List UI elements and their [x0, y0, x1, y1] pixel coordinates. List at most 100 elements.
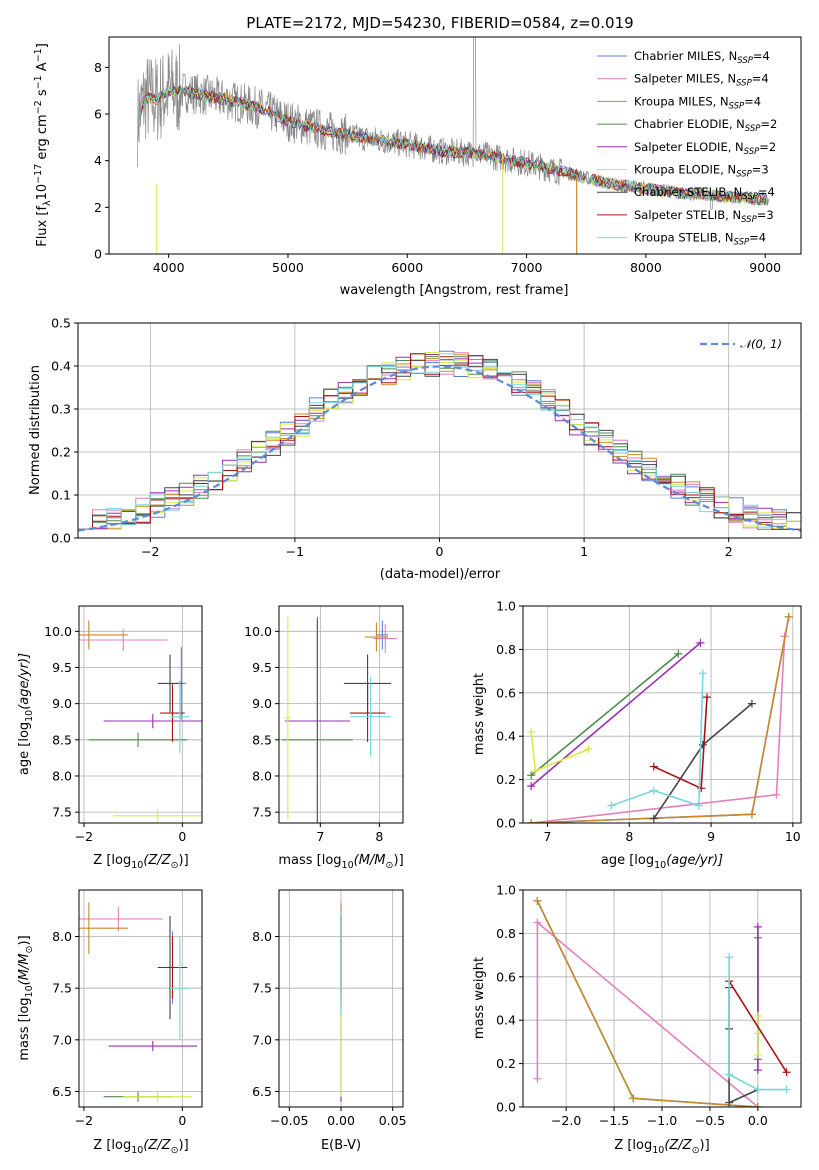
weight-line [530, 642, 701, 787]
plot-area [79, 902, 198, 1102]
normal-distribution-curve [78, 365, 801, 532]
y-axis-label: Flux [fλ10−17 erg cm−2 s−1 A−1] [33, 43, 53, 247]
y-tick-label: 6.5 [252, 1084, 272, 1099]
weight-marker [694, 801, 703, 810]
x-axis-label: Z [log10(Z/Z⊙)] [614, 1138, 709, 1156]
histogram-salpeter-stelib [78, 353, 801, 530]
weight-marker [753, 1066, 762, 1075]
x-tick-label: 0 [436, 544, 444, 559]
weight-marker [772, 790, 781, 799]
plot-area [527, 612, 793, 823]
y-tick-label: 8.0 [52, 929, 72, 944]
x-tick-label: 5000 [272, 260, 304, 275]
x-axis-label: E(B-V) [321, 1138, 361, 1153]
y-axis-label: mass weight [472, 673, 487, 755]
x-tick-label: −2 [75, 1113, 93, 1128]
weight-marker [725, 953, 734, 962]
axes-frame [522, 605, 802, 824]
axes-frame [108, 36, 802, 255]
y-tick-label: 8.0 [252, 929, 272, 944]
x-tick-label: 4000 [153, 260, 185, 275]
x-tick-label: 7 [316, 829, 324, 844]
y-tick-label: 7.5 [52, 981, 72, 996]
axes-frame [278, 605, 404, 824]
panel-mass_vs_ebv: −0.05 0.00 0.05 6.5 7.0 7.5 8.0 E(B-V) [252, 889, 407, 1153]
weight-marker [533, 896, 542, 905]
y-tick-label: 4 [94, 153, 102, 168]
x-tick-label: 8 [375, 829, 383, 844]
y-tick-label: 0.6 [496, 969, 516, 984]
y-axis-label: age [log10(age/yr)] [17, 653, 35, 775]
weight-marker [702, 693, 711, 702]
x-tick-label: 1 [580, 544, 588, 559]
weight-marker [696, 638, 705, 647]
weight-marker [527, 782, 536, 791]
y-tick-label: 0.0 [496, 816, 516, 831]
y-tick-label: 2 [94, 200, 102, 215]
weight-marker [753, 1085, 762, 1094]
x-axis-label: Z [log10(Z/Z⊙)] [93, 1138, 188, 1156]
x-tick-label: 0.00 [327, 1113, 355, 1128]
weight-marker [533, 918, 542, 927]
weight-marker [533, 1074, 542, 1083]
x-tick-label: 0 [178, 829, 186, 844]
y-tick-label: 8.5 [252, 732, 272, 747]
x-axis-label: wavelength [Angstrom, rest frame] [340, 283, 569, 298]
weight-marker [674, 649, 683, 658]
x-tick-label: 7 [544, 829, 552, 844]
y-tick-label: 8.0 [52, 768, 72, 783]
weight-marker [782, 1068, 791, 1077]
y-tick-label: 0.0 [496, 1100, 516, 1115]
weight-marker [782, 1085, 791, 1094]
observed-spectrum [137, 37, 769, 210]
x-tick-label: −0.05 [270, 1113, 308, 1128]
x-tick-label: −2.0 [551, 1113, 581, 1128]
weight-marker [527, 771, 536, 780]
weight-marker [531, 766, 540, 775]
weight-marker [784, 612, 793, 621]
weight-marker [753, 1050, 762, 1059]
weight-marker [649, 814, 658, 823]
panel-weight_vs_age: 7 8 9 10 0.0 0.2 0.4 0.6 0.8 1.0 age [log10(age/yr… [472, 599, 802, 871]
weight-line [536, 920, 759, 1107]
x-axis-label: age [log10(age/yr)] [601, 853, 723, 871]
plot-area [137, 37, 769, 254]
x-tick-label: −1.5 [599, 1113, 629, 1128]
y-tick-label: 1.0 [496, 599, 516, 614]
weight-marker [725, 1070, 734, 1079]
x-tick-label: 8 [625, 829, 633, 844]
panel-residuals: −2 −1 0 1 2 0.0 0.1 0.2 0.3 0.4 0.5 𝒩(0, 1) (data-mo… [28, 316, 802, 582]
y-tick-label: 7.5 [252, 981, 272, 996]
plot-area [78, 350, 801, 532]
y-tick-label: 9.5 [252, 660, 272, 675]
y-tick-label: 1.0 [496, 883, 516, 898]
panels: 4000 5000 6000 7000 8000 900002468wavelength … [17, 36, 802, 1156]
y-tick-label: 7.0 [52, 1032, 72, 1047]
legend-entry: Kroupa ELODIE, NSSP=3 [634, 163, 769, 180]
legend-entry: Salpeter MILES, NSSP=4 [634, 72, 769, 89]
y-tick-label: 0.3 [51, 402, 71, 417]
y-axis-label: mass weight [472, 957, 487, 1039]
x-axis-label: mass [log10(M/M⊙)] [278, 853, 403, 871]
x-tick-label: 8000 [630, 260, 662, 275]
weight-marker [747, 810, 756, 819]
weight-marker [584, 745, 593, 754]
legend-entry: Salpeter ELODIE, NSSP=2 [634, 140, 776, 157]
y-axis-label: Normed distribution [28, 365, 43, 495]
x-tick-label: 0 [178, 1113, 186, 1128]
y-tick-label: 9.0 [252, 696, 272, 711]
histogram-kroupa-stelib [78, 353, 801, 530]
y-tick-label: 8 [94, 60, 102, 75]
x-tick-label: 0.05 [379, 1113, 407, 1128]
y-tick-label: 0.2 [496, 1056, 516, 1071]
weight-marker [697, 784, 706, 793]
x-tick-label: −2 [75, 829, 93, 844]
y-tick-label: 0.0 [51, 531, 71, 546]
weight-marker [698, 669, 707, 678]
weight-line [728, 957, 787, 1091]
model-spectrum-kroupa-stelib [139, 84, 767, 205]
weight-marker [747, 699, 756, 708]
y-tick-label: 0.4 [496, 729, 516, 744]
y-tick-label: 8.0 [252, 768, 272, 783]
